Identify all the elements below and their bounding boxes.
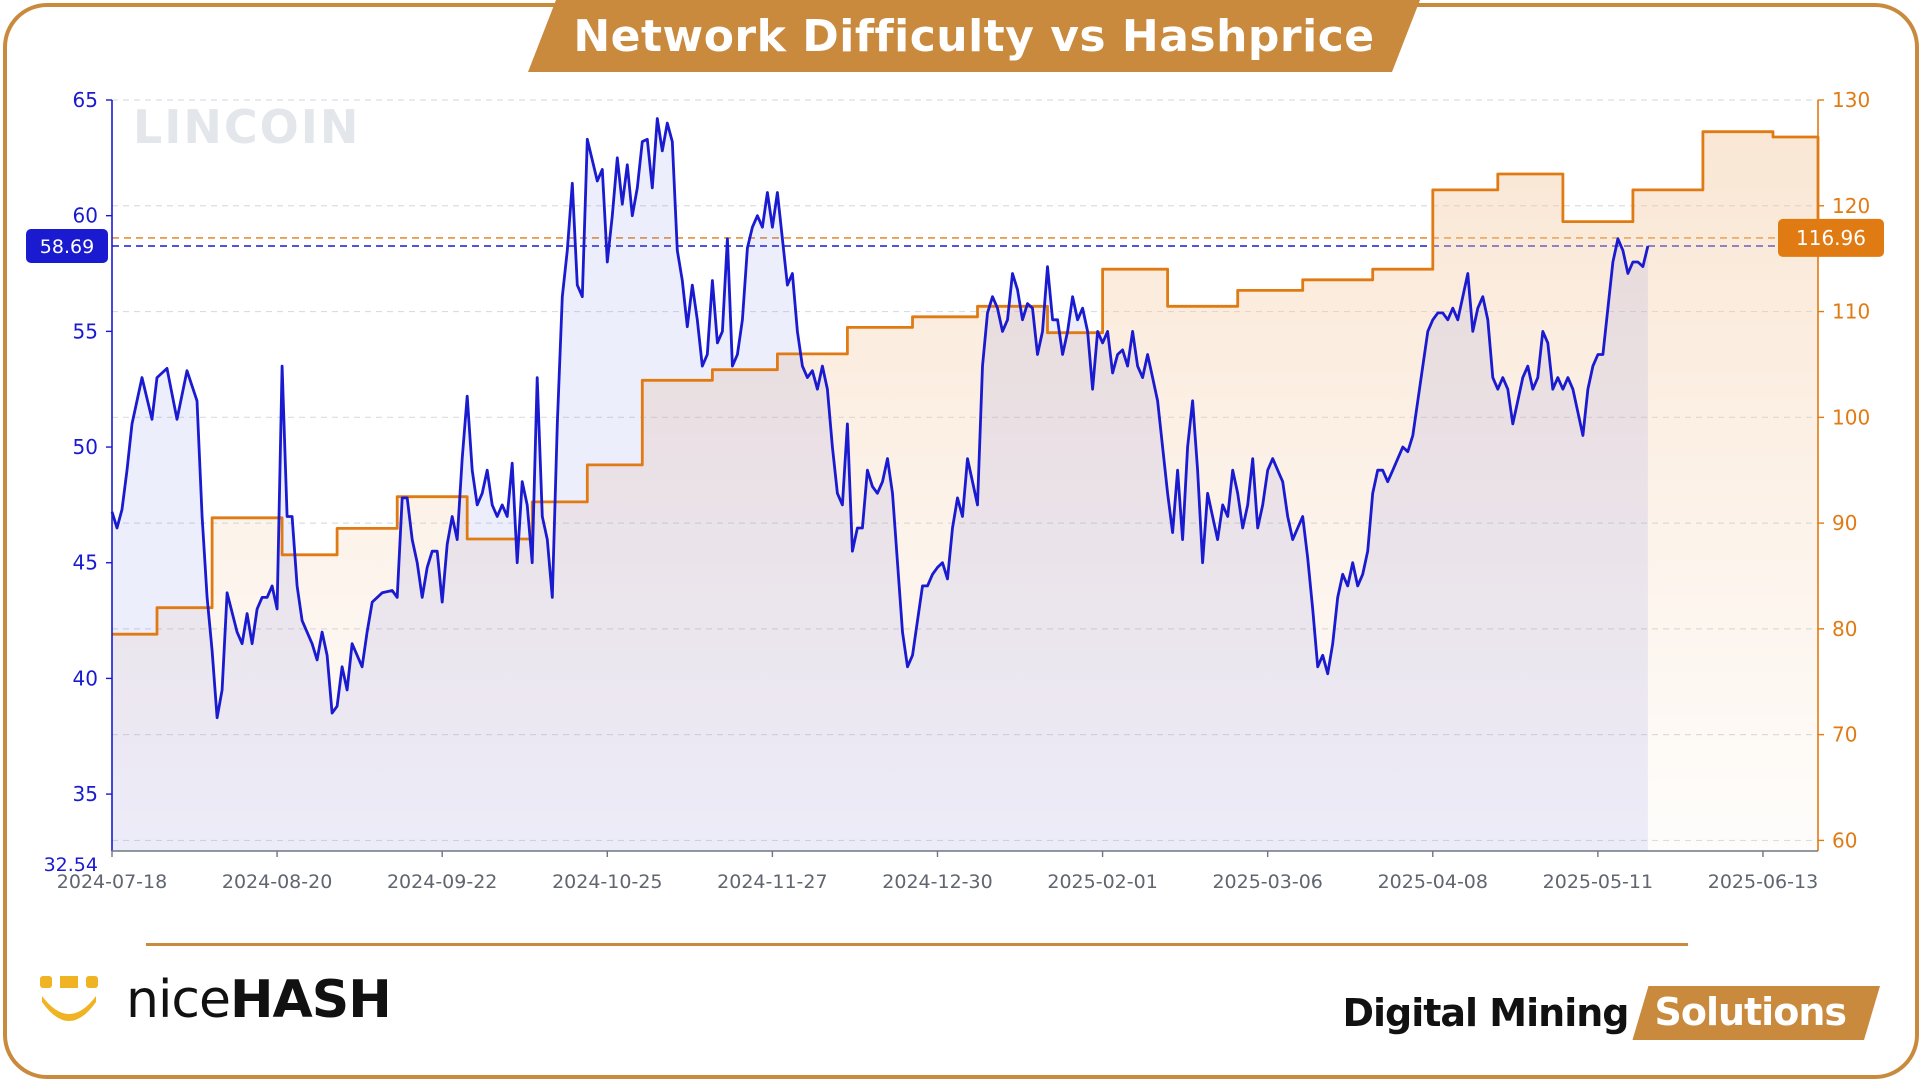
- dms-left-text: Digital Mining: [1342, 991, 1629, 1035]
- current-hashprice-badge: [26, 228, 108, 263]
- x-tick-label: 2025-02-01: [1047, 871, 1157, 893]
- hashprice-area: [112, 118, 1648, 851]
- left-tick-label: 50: [73, 435, 98, 459]
- right-tick-label: 130: [1832, 88, 1870, 112]
- nicehash-logo: niceHASH: [38, 970, 392, 1030]
- left-tick-label: 65: [73, 88, 98, 112]
- current-difficulty-badge: [1778, 218, 1884, 257]
- right-tick-label: 70: [1832, 723, 1857, 747]
- right-tick-label: 60: [1832, 828, 1857, 852]
- x-tick-label: 2024-11-27: [717, 871, 827, 893]
- right-tick-label: 120: [1832, 194, 1870, 218]
- title-banner: Network Difficulty vs Hashprice: [528, 0, 1420, 72]
- x-tick-label: 2024-08-20: [222, 871, 332, 893]
- right-tick-label: 110: [1832, 300, 1870, 324]
- right-tick-label: 90: [1832, 511, 1857, 535]
- nicehash-mark-icon: [40, 976, 98, 1021]
- chart-title: Network Difficulty vs Hashprice: [573, 10, 1375, 62]
- right-tick-label: 100: [1832, 405, 1870, 429]
- nicehash-wordmark: niceHASH: [126, 970, 392, 1030]
- left-tick-label: 40: [73, 666, 98, 690]
- x-tick-label: 2025-04-08: [1378, 871, 1488, 893]
- nicehash-hash: HASH: [230, 970, 392, 1030]
- difficulty-line: [112, 130, 1820, 636]
- left-tick-label: 35: [73, 782, 98, 806]
- left-tick-label: 55: [73, 319, 98, 343]
- nicehash-nice: nice: [126, 970, 231, 1030]
- dms-right-badge: Solutions: [1632, 986, 1880, 1040]
- footer-divider: [146, 943, 1688, 946]
- watermark-logo: LINCOIN: [133, 100, 361, 154]
- x-tick-label: 2024-09-22: [387, 871, 497, 893]
- current-difficulty-value: 116.96: [1796, 226, 1866, 250]
- x-tick-label: 2024-12-30: [882, 871, 992, 893]
- series-lines: [110, 117, 1820, 720]
- left-tick-label: 60: [73, 204, 98, 228]
- left-tick-label: 45: [73, 551, 98, 575]
- hashprice-line: [110, 117, 1650, 720]
- dms-logo: Digital Mining Solutions: [1342, 986, 1880, 1040]
- left-min-label: 32.54: [44, 854, 98, 876]
- x-tick-label: 2024-07-18: [57, 871, 167, 893]
- x-tick-label: 2025-05-11: [1543, 871, 1653, 893]
- right-tick-label: 80: [1832, 617, 1857, 641]
- current-hashprice-value: 58.69: [40, 236, 94, 258]
- axis-labels: 65 60 55 50 45 40 35 32.54 130 120 110 100 90 80 70 60 2…: [26, 88, 1884, 893]
- x-tick-label: 2024-10-25: [552, 871, 662, 893]
- x-tick-label: 2025-06-13: [1708, 871, 1818, 893]
- x-tick-label: 2025-03-06: [1212, 871, 1322, 893]
